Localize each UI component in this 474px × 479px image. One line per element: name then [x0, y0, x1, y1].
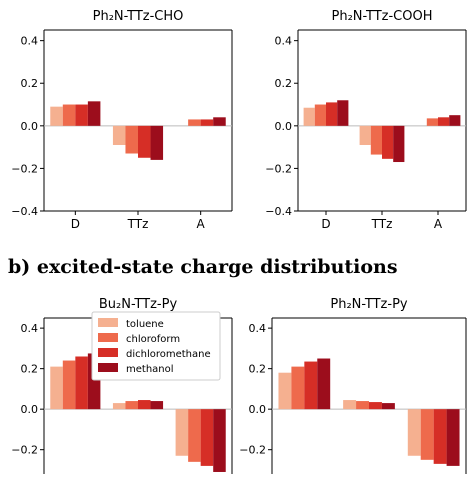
y-tick-label: −0.2	[11, 162, 38, 175]
bar-ttz-toluene	[113, 126, 126, 145]
bar-a-toluene	[408, 409, 421, 456]
y-tick-label: −0.2	[239, 444, 266, 457]
legend-swatch	[98, 348, 118, 357]
bar-ttz-methanol	[393, 126, 404, 162]
chart-title: Ph₂N-TTz-Py	[330, 297, 408, 312]
bar-ttz-methanol	[151, 401, 164, 409]
y-tick-label: −0.4	[265, 205, 292, 218]
bar-ttz-dichloromethane	[138, 400, 151, 409]
y-tick-label: 0.4	[275, 35, 293, 48]
x-tick-label: D	[321, 217, 330, 231]
y-tick-label: 0.2	[21, 363, 39, 376]
bar-d-chloroform	[63, 361, 76, 410]
legend-label: chloroform	[126, 334, 180, 345]
chart-title: Ph₂N-TTz-CHO	[93, 9, 184, 24]
bar-d-toluene	[278, 373, 291, 409]
bar-ttz-dichloromethane	[382, 126, 393, 159]
bar-ttz-toluene	[343, 400, 356, 409]
bar-a-methanol	[447, 409, 460, 466]
y-tick-label: 0.2	[21, 77, 39, 90]
bar-d-dichloromethane	[75, 105, 88, 126]
bar-a-chloroform	[427, 118, 438, 125]
bar-a-chloroform	[188, 119, 201, 125]
bar-d-toluene	[50, 107, 63, 126]
bar-a-methanol	[213, 409, 226, 472]
bar-ttz-toluene	[113, 403, 126, 409]
bar-d-chloroform	[315, 105, 326, 126]
bar-d-dichloromethane	[75, 356, 88, 409]
y-tick-label: 0.4	[249, 322, 267, 335]
y-tick-label: −0.2	[265, 162, 292, 175]
bar-d-chloroform	[291, 367, 304, 410]
legend-label: toluene	[126, 319, 164, 330]
y-tick-label: 0.0	[275, 120, 293, 133]
chart-title: Ph₂N-TTz-COOH	[332, 9, 433, 24]
chart-panel-3: Bu₂N-TTz-Py 0.4 0.2 0.0 −0.2 toluene chlorofor…	[11, 297, 232, 474]
bar-ttz-toluene	[360, 126, 371, 145]
y-tick-label: −0.2	[11, 444, 38, 457]
bar-ttz-chloroform	[356, 401, 369, 409]
bar-d-dichloromethane	[304, 362, 317, 410]
bar-a-methanol	[449, 115, 460, 126]
bar-ttz-chloroform	[371, 126, 382, 155]
y-tick-label: 0.0	[21, 403, 39, 416]
x-tick-label: D	[71, 217, 80, 231]
bar-d-dichloromethane	[326, 102, 337, 125]
y-tick-label: 0.0	[21, 120, 39, 133]
bar-a-chloroform	[188, 409, 201, 462]
bar-ttz-methanol	[151, 126, 164, 160]
chart-panel-2: Ph₂N-TTz-COOH 0.4 0.2 0.0 −0.2 −0.4 D TTz A	[265, 9, 466, 231]
legend-label: methanol	[126, 364, 174, 375]
chart-panel-1: Ph₂N-TTz-CHO 0.4 0.2 0.0 −0.2 −0.4 D TTz A	[11, 9, 232, 231]
bar-ttz-dichloromethane	[369, 402, 382, 409]
legend-swatch	[98, 333, 118, 342]
chart-panel-4: Ph₂N-TTz-Py 0.4 0.2 0.0 −0.2	[239, 297, 466, 474]
y-tick-label: 0.4	[21, 322, 39, 335]
bar-d-methanol	[88, 101, 101, 125]
y-tick-label: 0.2	[249, 363, 267, 376]
y-tick-label: 0.2	[275, 77, 293, 90]
x-tick-label: TTz	[127, 217, 149, 231]
chart-title: Bu₂N-TTz-Py	[99, 297, 178, 312]
legend-label: dichloromethane	[126, 349, 211, 360]
bar-ttz-dichloromethane	[138, 126, 151, 158]
legend-swatch	[98, 363, 118, 372]
bar-ttz-chloroform	[125, 126, 138, 154]
bar-a-dichloromethane	[438, 117, 449, 126]
bar-d-toluene	[304, 108, 315, 126]
bar-d-chloroform	[63, 105, 76, 126]
x-tick-label: A	[197, 217, 206, 231]
bar-d-methanol	[317, 359, 330, 410]
bar-ttz-methanol	[382, 403, 395, 409]
bar-a-chloroform	[421, 409, 434, 460]
y-tick-label: 0.0	[249, 403, 267, 416]
x-tick-label: A	[434, 217, 443, 231]
bar-a-dichloromethane	[201, 409, 214, 466]
y-tick-label: −0.4	[11, 205, 38, 218]
bar-a-dichloromethane	[434, 409, 447, 464]
bar-d-toluene	[50, 367, 63, 410]
section-heading: b) excited-state charge distributions	[8, 256, 398, 278]
bar-a-toluene	[176, 409, 189, 456]
bar-ttz-chloroform	[125, 401, 138, 409]
x-tick-label: TTz	[371, 217, 393, 231]
bar-a-dichloromethane	[201, 119, 214, 125]
legend-swatch	[98, 318, 118, 327]
bar-d-methanol	[337, 100, 348, 126]
bar-a-methanol	[213, 117, 226, 126]
y-tick-label: 0.4	[21, 35, 39, 48]
